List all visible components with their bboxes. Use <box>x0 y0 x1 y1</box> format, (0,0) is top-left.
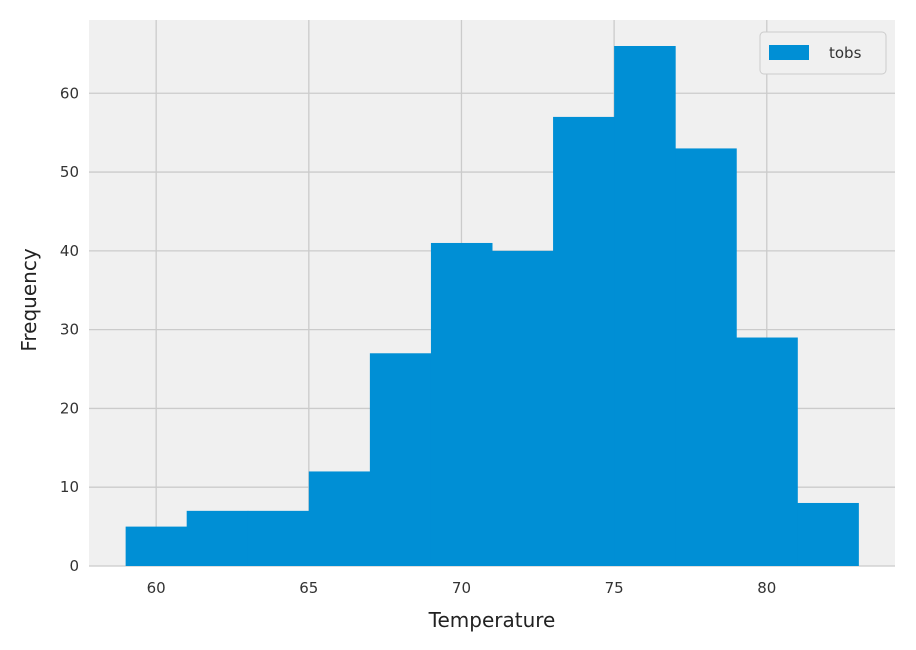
histogram-bar <box>736 337 798 566</box>
histogram-bar <box>797 502 859 566</box>
histogram-bar <box>614 46 676 566</box>
histogram-bar <box>675 148 737 566</box>
legend-box <box>759 31 887 75</box>
legend-label-tobs: tobs <box>829 44 862 62</box>
histogram-bar <box>492 250 554 566</box>
y-axis-title: Frequency <box>17 248 41 351</box>
histogram-bar <box>308 471 371 566</box>
y-tick-label: 60 <box>60 84 79 102</box>
x-axis-title: Temperature <box>428 608 556 632</box>
histogram-bar <box>369 353 432 566</box>
histogram-bar <box>553 116 615 566</box>
histogram-bar <box>125 526 188 566</box>
y-axis-ticks: 0 10 20 30 40 50 60 <box>60 84 79 575</box>
histogram-bar <box>247 510 310 566</box>
histogram-bar <box>430 242 493 566</box>
y-tick-label: 10 <box>60 478 79 496</box>
x-tick-label: 75 <box>605 579 624 597</box>
y-tick-label: 0 <box>69 557 79 575</box>
y-tick-label: 40 <box>60 242 79 260</box>
x-tick-label: 60 <box>147 579 166 597</box>
x-axis-ticks: 60 65 70 75 80 <box>147 579 777 597</box>
x-tick-label: 80 <box>757 579 776 597</box>
x-tick-label: 70 <box>452 579 471 597</box>
legend-swatch <box>769 45 809 60</box>
y-tick-label: 30 <box>60 321 79 339</box>
x-tick-label: 65 <box>299 579 318 597</box>
y-tick-label: 20 <box>60 399 79 417</box>
histogram-bars <box>125 46 859 566</box>
y-tick-label: 50 <box>60 163 79 181</box>
legend: tobs <box>759 31 887 75</box>
histogram-bar <box>186 510 249 566</box>
